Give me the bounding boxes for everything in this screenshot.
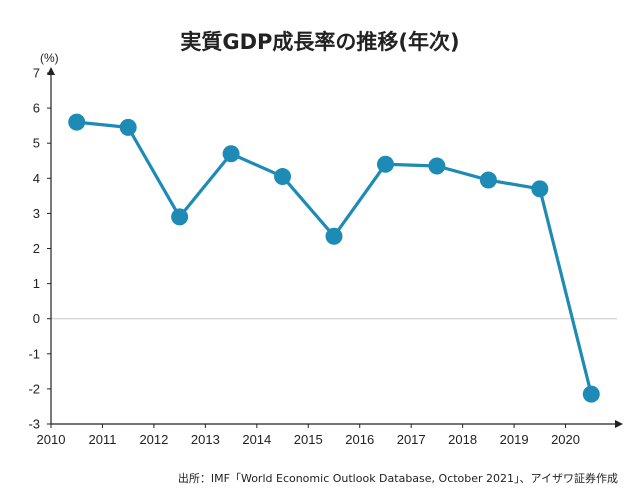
y-axis-unit: (%) (40, 51, 59, 65)
x-tick-label: 2011 (88, 432, 116, 447)
series-polyline (76, 120, 593, 395)
x-tick-label: 2010 (37, 432, 66, 447)
x-tick-label: 2012 (139, 432, 168, 447)
data-point (428, 157, 446, 175)
y-tick-label: 6 (33, 101, 40, 116)
y-tick-label: 3 (33, 206, 40, 221)
x-tick-label: 2013 (191, 432, 220, 447)
y-axis-arrow (47, 67, 55, 75)
data-point (582, 385, 600, 403)
y-tick-label: 7 (33, 66, 40, 81)
x-tick-label: 2019 (500, 432, 529, 447)
source-note: 出所：IMF「World Economic Outlook Database, … (178, 471, 618, 485)
y-tick-label: 4 (33, 171, 40, 186)
data-point (171, 208, 189, 226)
y-tick-label: -1 (28, 346, 40, 361)
x-tick-label: 2020 (551, 432, 580, 447)
x-tick-label: 2017 (397, 432, 426, 447)
y-tick-label: -3 (28, 417, 40, 432)
data-point (376, 155, 394, 173)
x-tick-label: 2016 (345, 432, 374, 447)
y-tick-label: 0 (33, 311, 40, 326)
data-point (68, 113, 86, 131)
data-point (222, 145, 240, 163)
series-line (76, 120, 593, 395)
data-point (479, 171, 497, 189)
data-points (68, 113, 600, 403)
x-tick-label: 2014 (242, 432, 271, 447)
x-axis-arrow (615, 420, 623, 428)
data-point (119, 118, 137, 136)
x-tick-label: 2018 (448, 432, 477, 447)
data-point (531, 180, 549, 198)
axes (47, 67, 623, 428)
y-tick-label: -2 (28, 381, 40, 396)
chart-title: 実質GDP成長率の推移(年次) (180, 30, 459, 54)
y-tick-label: 5 (33, 136, 40, 151)
data-point (325, 227, 343, 245)
y-tick-label: 2 (33, 241, 40, 256)
y-tick-label: 1 (33, 276, 40, 291)
x-tick-label: 2015 (294, 432, 323, 447)
data-point (274, 168, 292, 186)
